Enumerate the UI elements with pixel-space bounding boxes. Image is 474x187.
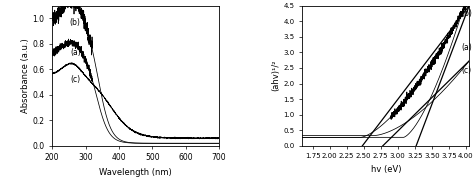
X-axis label: hv (eV): hv (eV): [371, 165, 401, 174]
Text: (c): (c): [461, 66, 471, 75]
Y-axis label: Absorbance (a.u.): Absorbance (a.u.): [20, 38, 29, 113]
Y-axis label: (ahv)¹/²: (ahv)¹/²: [272, 60, 281, 91]
Text: (b): (b): [70, 18, 81, 27]
Text: (c): (c): [71, 75, 81, 84]
Text: (b): (b): [461, 9, 472, 18]
X-axis label: Wavelength (nm): Wavelength (nm): [99, 168, 172, 177]
Text: (a): (a): [461, 43, 472, 52]
Text: (a): (a): [71, 48, 81, 57]
